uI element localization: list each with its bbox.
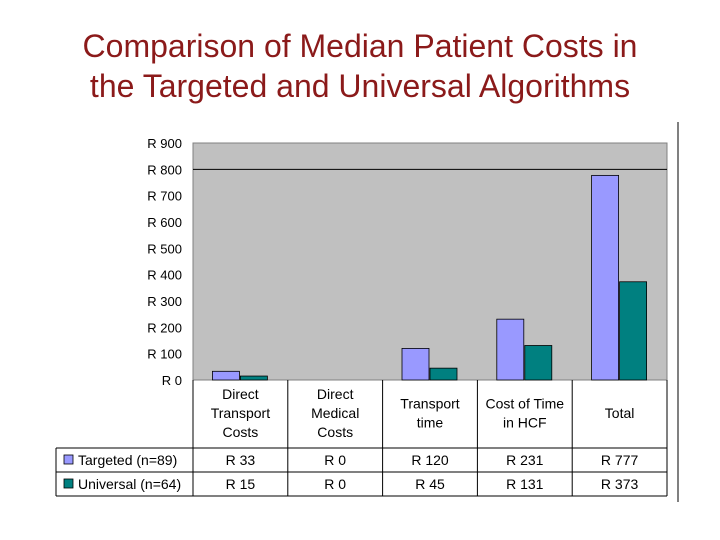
legend-label-universal: Universal (n=64) — [78, 476, 181, 492]
y-axis-ticks: R 0 R 100 R 200 R 300 R 400 R 500 R 600 R 700 R … — [147, 136, 182, 388]
category-label: Transport — [211, 405, 271, 421]
category-label: Direct — [317, 386, 354, 402]
y-tick-label: R 200 — [147, 320, 182, 335]
bar-targeted-2 — [401, 347, 430, 381]
category-label: Costs — [223, 424, 259, 440]
legend-swatch-targeted — [63, 454, 74, 465]
y-tick-label: R 900 — [147, 136, 182, 151]
title-line-1: Comparison of Median Patient Costs in — [82, 28, 638, 64]
data-label: R 120 — [411, 452, 449, 468]
data-label: R 373 — [601, 476, 639, 492]
bar-targeted-0 — [211, 370, 240, 381]
category-label: in HCF — [503, 415, 547, 431]
category-label: Direct — [222, 386, 259, 402]
bar-targeted-3 — [496, 318, 525, 381]
y-tick-label: R 800 — [147, 162, 182, 177]
category-label: Costs — [317, 424, 353, 440]
data-label: R 231 — [506, 452, 544, 468]
data-label: R 0 — [324, 476, 346, 492]
y-tick-label: R 100 — [147, 347, 182, 362]
category-label: time — [417, 415, 444, 431]
data-table: Direct Transport Costs Direct Medical Costs Tr… — [55, 380, 668, 497]
category-label: Medical — [311, 405, 359, 421]
bars — [211, 174, 647, 381]
category-label: Total — [605, 405, 635, 421]
chart-title: Comparison of Median Patient Costs in th… — [0, 26, 720, 106]
y-tick-label: R 700 — [147, 189, 182, 204]
y-tick-label: R 300 — [147, 294, 182, 309]
title-line-2: the Targeted and Universal Algorithms — [89, 68, 631, 104]
category-label: Transport — [400, 396, 460, 412]
data-label: R 33 — [226, 452, 256, 468]
bar-universal-3 — [524, 345, 553, 381]
bar-universal-4 — [619, 281, 647, 381]
legend-swatch-universal — [63, 478, 74, 489]
data-label: R 777 — [601, 452, 639, 468]
category-label: Cost of Time — [486, 396, 565, 412]
data-label: R 15 — [226, 476, 256, 492]
y-tick-label: R 0 — [162, 373, 182, 388]
bar-universal-2 — [429, 367, 458, 381]
y-tick-label: R 600 — [147, 215, 182, 230]
y-tick-label: R 500 — [147, 241, 182, 256]
data-label: R 45 — [415, 476, 445, 492]
legend-label-targeted: Targeted (n=89) — [78, 452, 177, 468]
bar-targeted-4 — [591, 174, 619, 381]
data-label: R 0 — [324, 452, 346, 468]
bar-universal-0 — [239, 375, 268, 381]
data-label: R 131 — [506, 476, 544, 492]
y-tick-label: R 400 — [147, 268, 182, 283]
